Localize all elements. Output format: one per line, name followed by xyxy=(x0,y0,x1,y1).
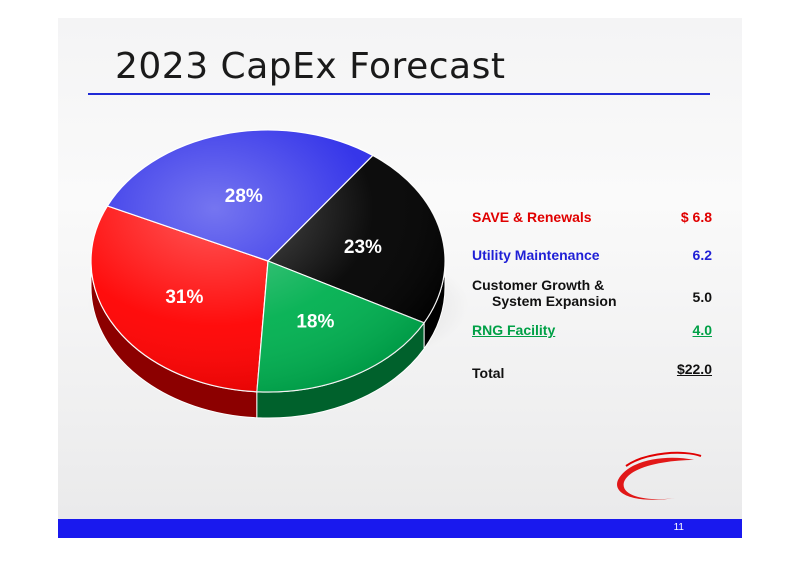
pie-percent-label: 31% xyxy=(165,287,203,308)
legend-label: Utility Maintenance xyxy=(472,247,600,263)
pie-chart: 31% 28% 23% 18% xyxy=(87,129,469,419)
pie-percent-label: 18% xyxy=(296,312,334,333)
legend-label-line2: System Expansion xyxy=(492,293,617,309)
company-logo-swoosh xyxy=(617,451,702,500)
legend-value: 5.0 xyxy=(692,289,712,305)
page-number: 11 xyxy=(673,522,684,533)
legend-label: RNG Facility xyxy=(472,322,556,338)
pie-percent-label: 23% xyxy=(344,237,382,258)
legend-label: SAVE & Renewals xyxy=(472,209,592,225)
legend-total-label: Total xyxy=(472,365,505,381)
pie-shine xyxy=(91,130,445,392)
slide-title: 2023 CapEx Forecast xyxy=(115,46,506,87)
legend-label: Customer Growth & System Expansion xyxy=(472,277,617,309)
legend-label-line1: Customer Growth & xyxy=(472,277,605,293)
legend-total-value: $22.0 xyxy=(676,361,712,377)
footer-bar: 11 xyxy=(58,519,742,538)
slide: 2023 CapEx Forecast 31% 28% 23% 18% SAVE & … xyxy=(58,18,742,538)
pie-percent-label: 28% xyxy=(225,186,263,207)
legend-value: $ 6.8 xyxy=(680,209,712,225)
title-underline xyxy=(88,93,710,95)
legend-value: 6.2 xyxy=(692,247,712,263)
legend-value: 4.0 xyxy=(692,322,712,338)
